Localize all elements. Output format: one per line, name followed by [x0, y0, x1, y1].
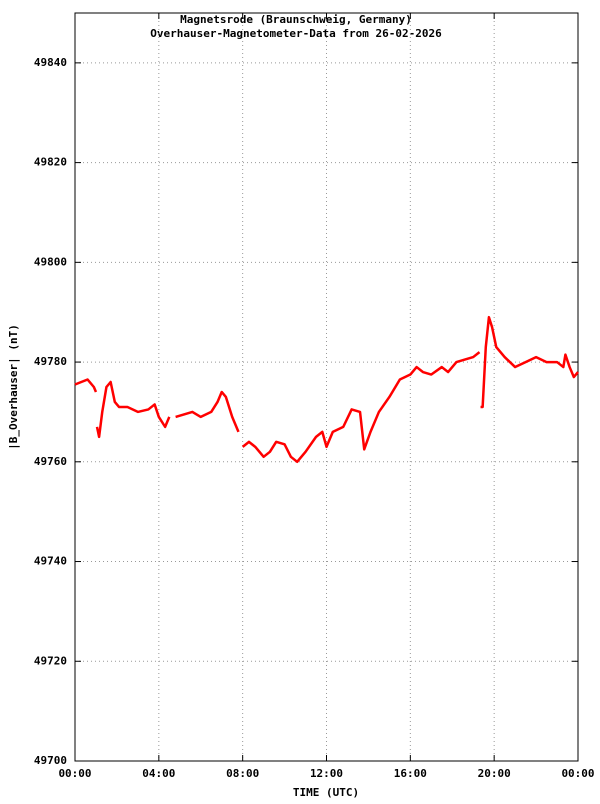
x-tick-label: 12:00 [310, 767, 343, 780]
data-line [95, 380, 171, 439]
y-tick-label: 49820 [34, 156, 67, 169]
x-tick-label: 04:00 [142, 767, 175, 780]
data-line [480, 315, 579, 409]
x-tick-label: 20:00 [478, 767, 511, 780]
y-tick-label: 49840 [34, 56, 67, 69]
x-axis-label: TIME (UTC) [293, 786, 359, 799]
y-tick-label: 49800 [34, 255, 67, 268]
chart-title: Magnetsrode (Braunschweig, Germany) [180, 13, 412, 26]
y-tick-label: 49780 [34, 355, 67, 368]
data-line [241, 351, 481, 464]
data-line [74, 378, 98, 393]
y-tick-label: 49720 [34, 654, 67, 667]
x-tick-label: 16:00 [394, 767, 427, 780]
x-tick-label: 00:00 [58, 767, 91, 780]
y-tick-label: 49740 [34, 555, 67, 568]
data-line [175, 390, 240, 433]
x-tick-label: 00:00 [561, 767, 594, 780]
x-tick-label: 08:00 [226, 767, 259, 780]
y-tick-label: 49700 [34, 754, 67, 767]
plot-frame [74, 12, 579, 762]
chart-subtitle: Overhauser-Magnetometer-Data from 26-02-… [150, 27, 442, 40]
y-axis-label: |B_Overhauser| (nT) [7, 324, 20, 450]
y-tick-label: 49760 [34, 455, 67, 468]
